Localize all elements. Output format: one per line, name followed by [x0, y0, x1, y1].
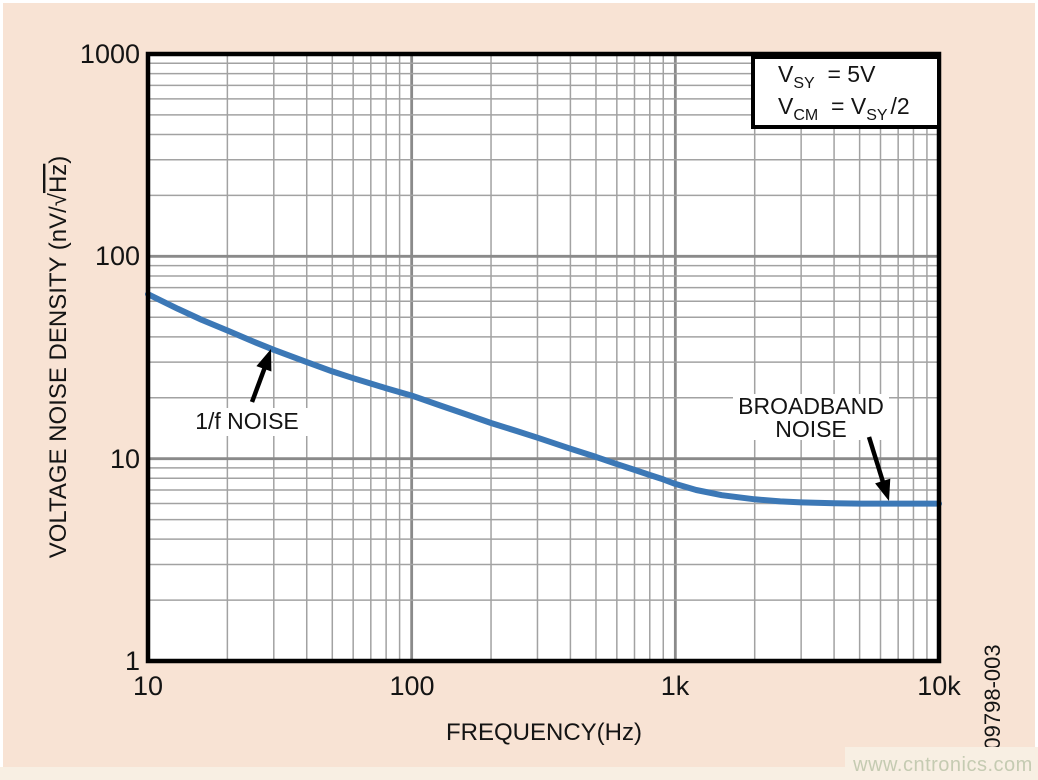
y-tick-1: 1	[125, 646, 140, 676]
conditions-legend-box	[751, 55, 941, 129]
x-tick-10k: 10k	[917, 671, 961, 701]
x-tick-100: 100	[389, 671, 434, 701]
condition-vcm: VCM = VSY/2	[778, 93, 910, 124]
one-over-f-arrow-icon	[249, 349, 272, 403]
log-grid	[148, 54, 939, 661]
y-tick-10: 10	[110, 444, 140, 474]
y-tick-100: 100	[95, 241, 140, 271]
broadband-label-backer	[733, 394, 889, 440]
y-axis-title: VOLTAGE NOISE DENSITY (nV/√Hz)	[45, 156, 72, 559]
watermark-band	[0, 767, 1038, 780]
watermark-box	[845, 747, 1038, 780]
condition-vsy: VSY = 5V	[778, 61, 876, 92]
broadband-arrow-icon	[866, 436, 891, 501]
x-tick-1k: 1k	[661, 671, 690, 701]
plot-area	[148, 54, 939, 661]
x-axis-ticks: 10 100 1k 10k	[133, 671, 961, 701]
x-tick-10: 10	[133, 671, 163, 701]
x-axis-title: FREQUENCY(Hz)	[446, 719, 642, 746]
y-tick-1000: 1000	[80, 39, 140, 69]
y-axis-ticks: 1000 100 10 1	[80, 39, 140, 676]
figure-code: 09798-003	[980, 644, 1005, 749]
plot-border	[145, 51, 942, 664]
watermark-text: www.cntronics.com	[852, 754, 1033, 776]
broadband-noise-label-line1: BROADBAND	[738, 393, 884, 419]
one-over-f-label-backer	[184, 408, 311, 436]
one-over-f-noise-label: 1/f NOISE	[195, 408, 299, 434]
noise-curve	[145, 291, 942, 507]
broadband-noise-label-line2: NOISE	[775, 416, 847, 442]
